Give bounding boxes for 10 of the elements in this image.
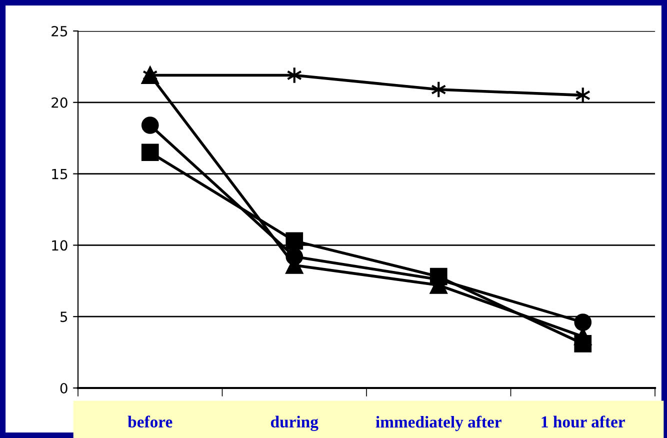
y-tick-label: 25 — [52, 26, 68, 36]
y-tick-label: 5 — [60, 312, 68, 322]
y-tick-label: 10 — [52, 240, 68, 251]
x-tick-label: immediately after — [376, 416, 502, 432]
y-tick-label: 0 — [60, 382, 68, 394]
y-tick-label: 15 — [52, 168, 68, 180]
x-tick-label: during — [270, 416, 318, 432]
x-tick-label: before — [128, 416, 172, 428]
y-tick-label: 20 — [52, 97, 68, 108]
x-tick-label: 1 hour after — [542, 416, 625, 428]
